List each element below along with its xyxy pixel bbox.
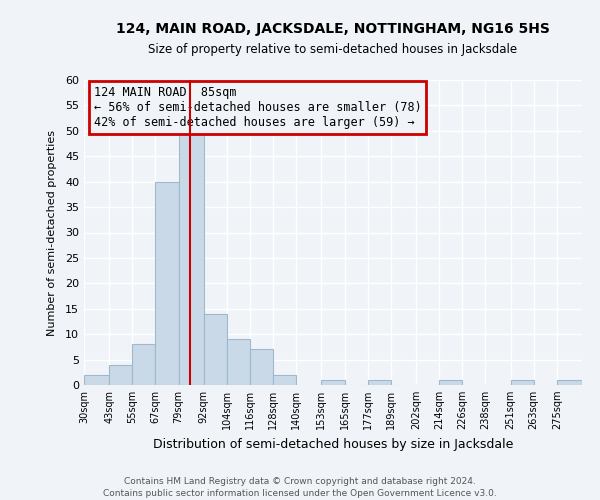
- Bar: [203, 314, 227, 385]
- Bar: [179, 131, 203, 385]
- Bar: [84, 375, 109, 385]
- Bar: [273, 375, 296, 385]
- Bar: [227, 339, 250, 385]
- Bar: [368, 380, 391, 385]
- Text: 124 MAIN ROAD: 85sqm
← 56% of semi-detached houses are smaller (78)
42% of semi-: 124 MAIN ROAD: 85sqm ← 56% of semi-detac…: [94, 86, 422, 129]
- Text: 124, MAIN ROAD, JACKSDALE, NOTTINGHAM, NG16 5HS: 124, MAIN ROAD, JACKSDALE, NOTTINGHAM, N…: [116, 22, 550, 36]
- Bar: [511, 380, 534, 385]
- Bar: [322, 380, 344, 385]
- Text: Size of property relative to semi-detached houses in Jacksdale: Size of property relative to semi-detach…: [148, 42, 518, 56]
- Bar: [132, 344, 155, 385]
- Text: Contains HM Land Registry data © Crown copyright and database right 2024.: Contains HM Land Registry data © Crown c…: [124, 478, 476, 486]
- Bar: [109, 364, 132, 385]
- X-axis label: Distribution of semi-detached houses by size in Jacksdale: Distribution of semi-detached houses by …: [153, 438, 513, 450]
- Bar: [155, 182, 179, 385]
- Bar: [557, 380, 582, 385]
- Bar: [439, 380, 463, 385]
- Y-axis label: Number of semi-detached properties: Number of semi-detached properties: [47, 130, 56, 336]
- Text: Contains public sector information licensed under the Open Government Licence v3: Contains public sector information licen…: [103, 489, 497, 498]
- Bar: [250, 350, 273, 385]
